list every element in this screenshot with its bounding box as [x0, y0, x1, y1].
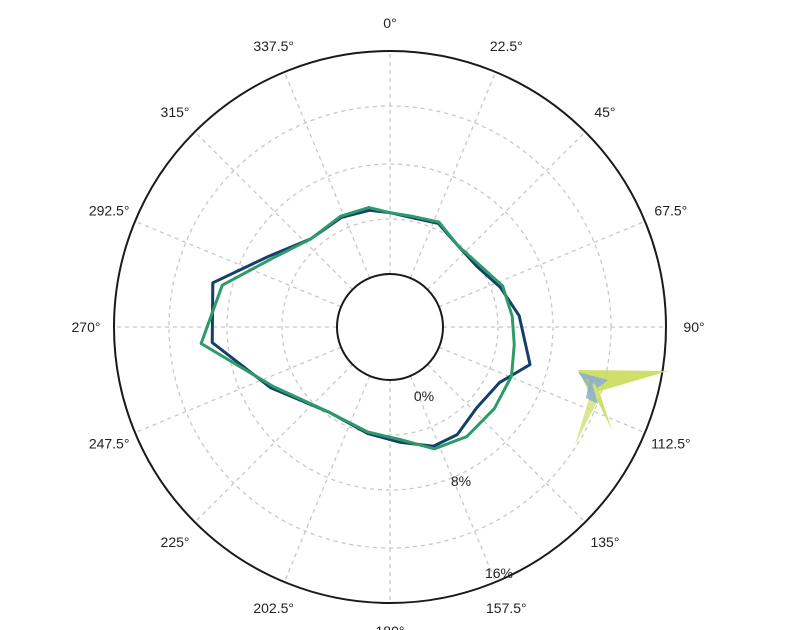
- angle-tick-label: 112.5°: [651, 435, 691, 451]
- center-circle: [336, 273, 444, 381]
- angle-tick-label: 202.5°: [253, 600, 294, 616]
- angle-tick-label: 337.5°: [253, 38, 294, 54]
- series-line-1: [210, 208, 532, 448]
- angle-tick-label: 225°: [161, 534, 190, 550]
- outer-ring: [113, 50, 667, 604]
- angle-tick-label: 247.5°: [89, 435, 130, 451]
- radial-tick-label: 8%: [451, 473, 471, 489]
- grid-spoke: [409, 375, 497, 583]
- radial-tick-label: 16%: [485, 565, 513, 581]
- grid-spoke: [427, 131, 586, 290]
- grid-spoke: [134, 220, 342, 308]
- grid-spoke: [283, 375, 371, 583]
- grid-spoke: [194, 131, 353, 290]
- grid-ring-1: [281, 218, 499, 436]
- angle-tick-label: 292.5°: [89, 203, 130, 219]
- hub-layer: [336, 273, 444, 381]
- grid-spoke: [134, 346, 342, 434]
- label-layer: 0° 22.5° 45° 67.5° 90° 112.5° 135° 157.5° 180° 20…: [72, 15, 705, 630]
- angle-tick-label: 45°: [594, 104, 615, 120]
- grid-spoke: [283, 71, 371, 279]
- grid-spoke: [427, 364, 586, 523]
- grid-ring-2: [226, 163, 554, 491]
- angle-tick-label: 270°: [72, 319, 101, 335]
- angle-tick-label: 22.5°: [490, 38, 523, 54]
- angle-tick-label: 0°: [383, 15, 396, 31]
- grid-spoke: [438, 346, 646, 434]
- series-layer: [199, 206, 532, 451]
- angle-tick-label: 135°: [590, 534, 619, 550]
- grid-spoke: [194, 364, 353, 523]
- angle-tick-label: 315°: [161, 104, 190, 120]
- wind-rose-icon: [575, 370, 668, 445]
- radial-tick-label: 0%: [414, 388, 434, 404]
- angle-tick-label: 157.5°: [486, 600, 527, 616]
- angle-tick-label: 180°: [376, 623, 405, 630]
- grid-spoke: [438, 220, 646, 308]
- series-line-2: [199, 206, 516, 451]
- angle-tick-label: 67.5°: [654, 203, 687, 219]
- grid-spoke: [409, 71, 497, 279]
- grid-layer: [113, 50, 667, 604]
- angle-tick-label: 90°: [683, 319, 704, 335]
